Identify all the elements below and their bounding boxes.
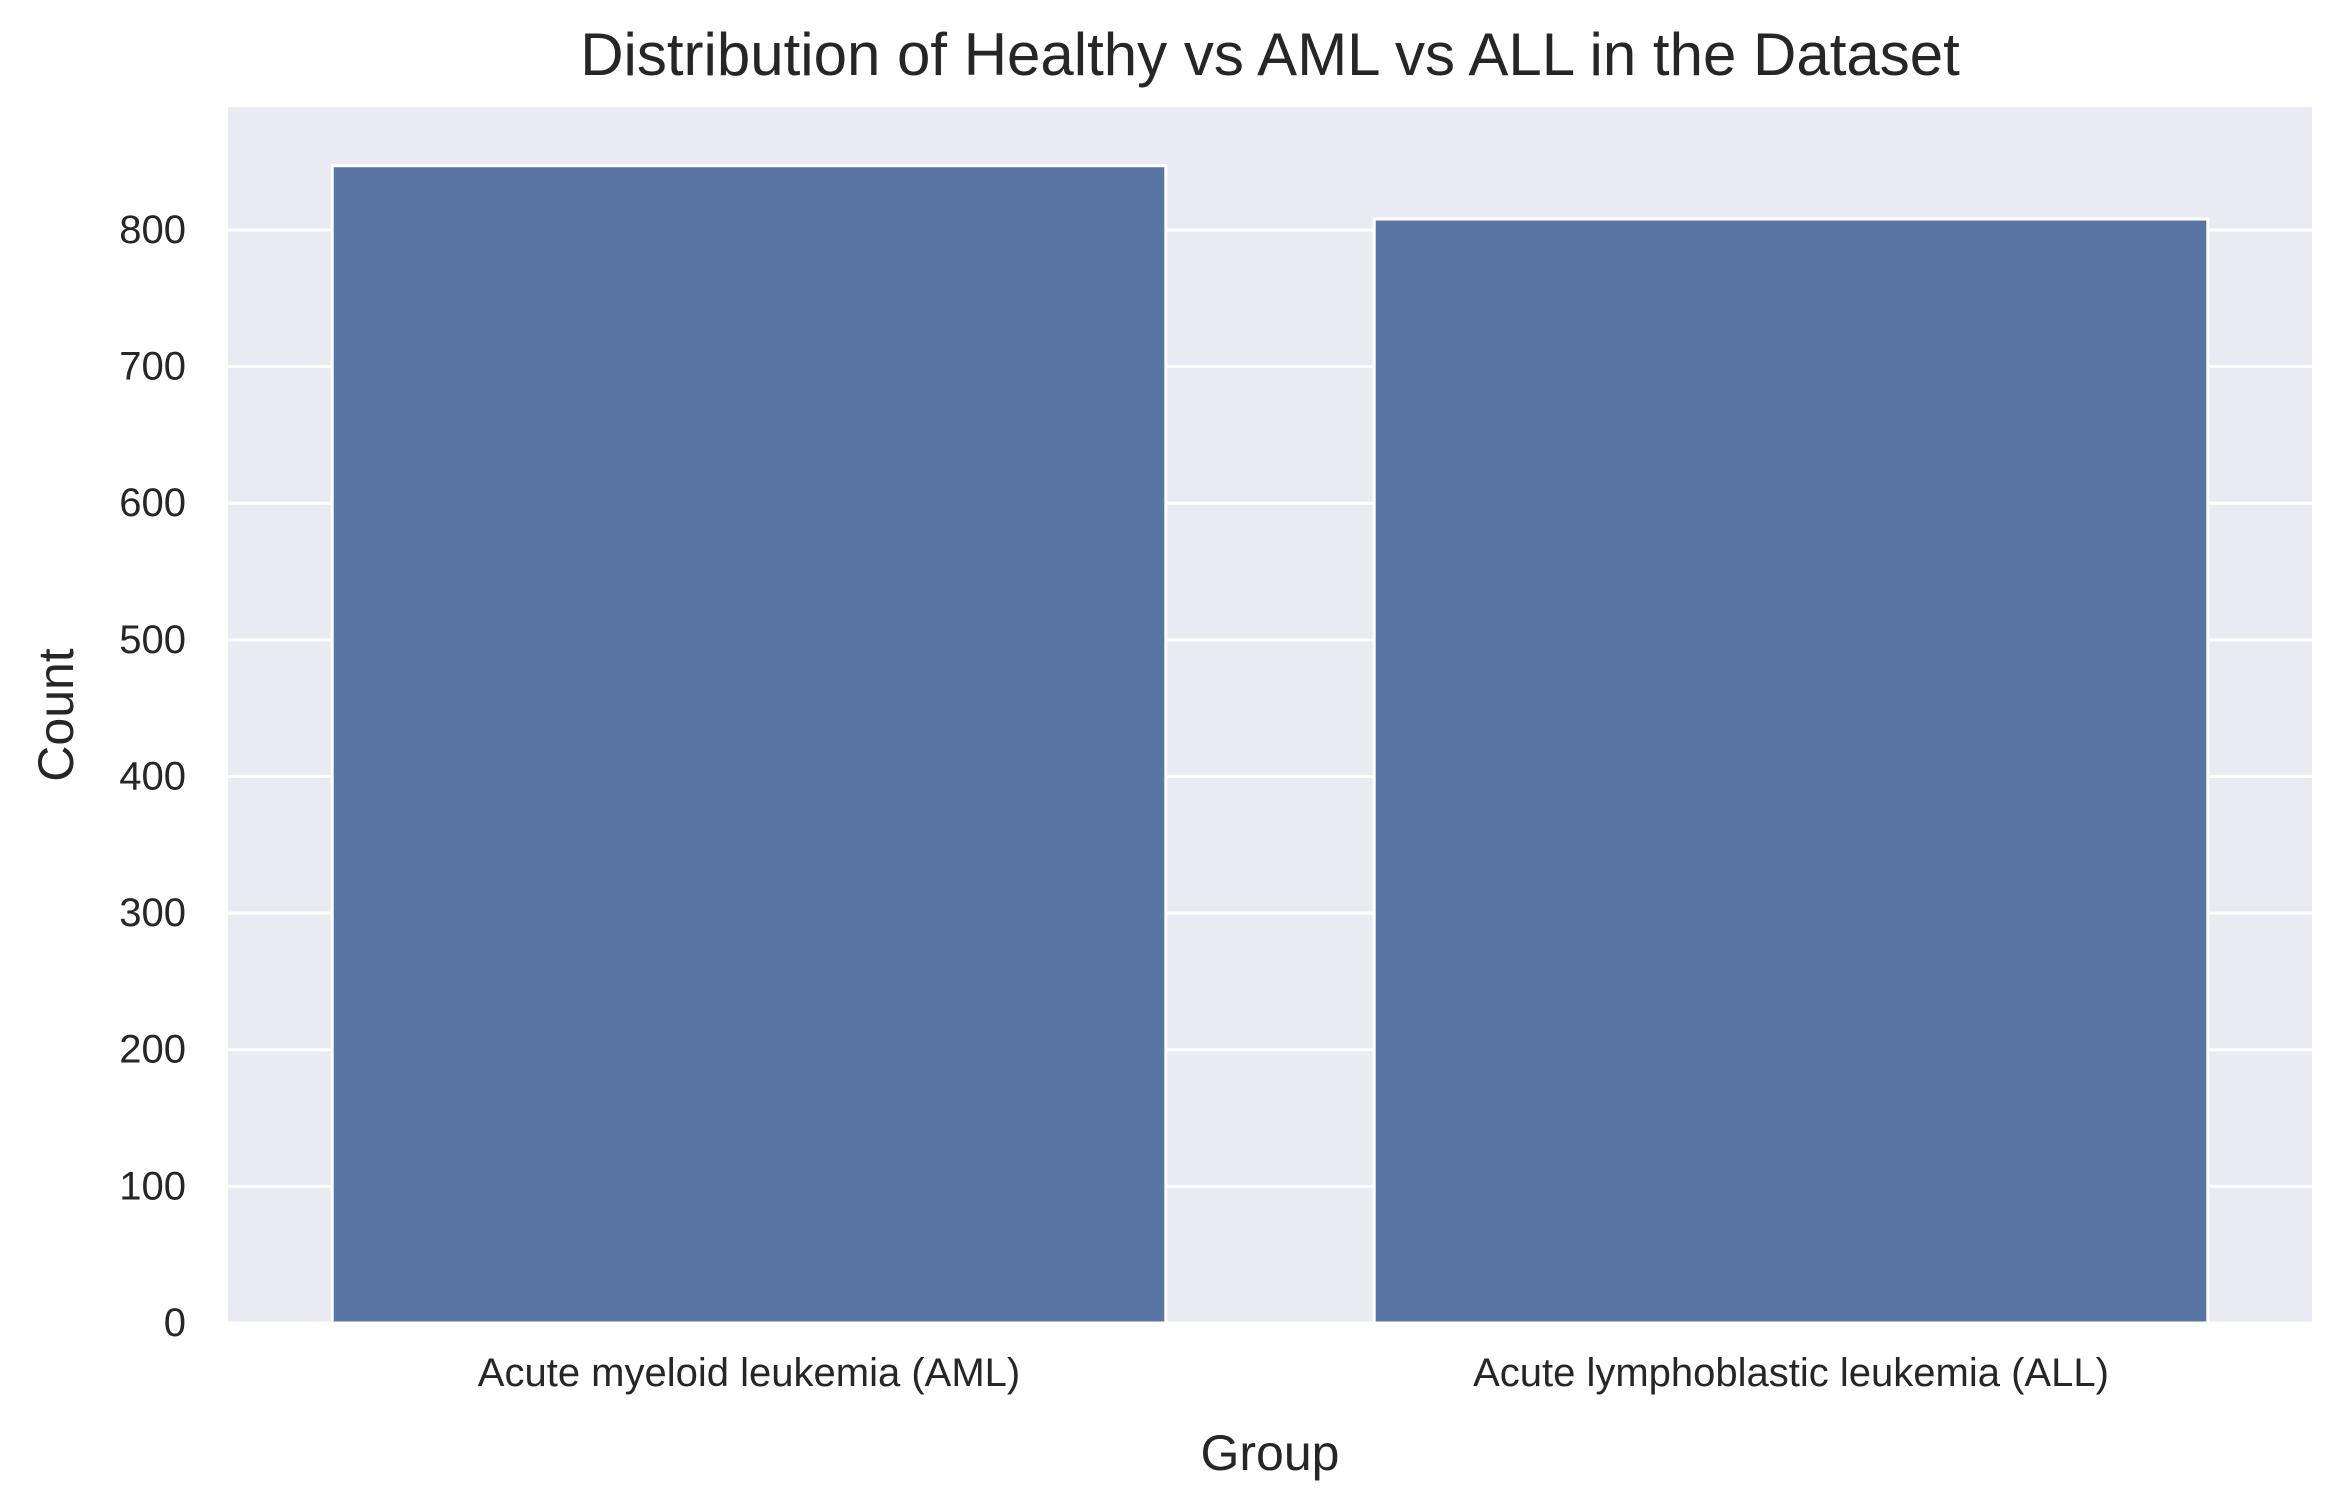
- y-tick-label: 600: [119, 481, 186, 525]
- x-axis-label: Group: [1201, 1425, 1340, 1481]
- y-tick-label: 500: [119, 618, 186, 662]
- bar: [1372, 217, 2210, 1325]
- chart-title: Distribution of Healthy vs AML vs ALL in…: [580, 21, 1960, 88]
- bar: [330, 164, 1168, 1325]
- y-tick-label: 700: [119, 345, 186, 389]
- x-tick-label: Acute myeloid leukemia (AML): [478, 1351, 1020, 1395]
- y-tick-label: 300: [119, 891, 186, 935]
- bars: [330, 164, 2210, 1325]
- y-tick-label: 0: [164, 1301, 186, 1345]
- x-tick-label: Acute lymphoblastic leukemia (ALL): [1473, 1351, 2109, 1395]
- y-axis-label: Count: [28, 648, 84, 782]
- y-tick-label: 200: [119, 1028, 186, 1072]
- y-tick-label: 400: [119, 754, 186, 798]
- axis-ticks: 0 100 200 300 400 500 600 700 800 Acute myeloid l…: [119, 208, 2109, 1395]
- y-tick-label: 100: [119, 1164, 186, 1208]
- y-tick-label: 800: [119, 208, 186, 252]
